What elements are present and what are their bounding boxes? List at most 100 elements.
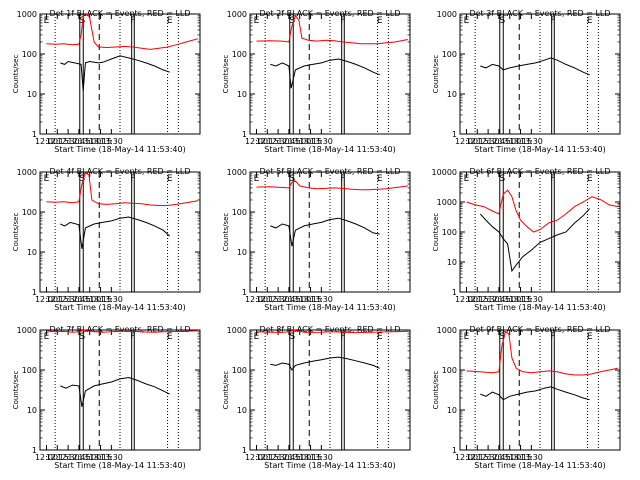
series-line-lld xyxy=(256,329,408,334)
interval-marker-label: E xyxy=(377,174,383,184)
x-tick-label: 12:30 xyxy=(477,453,500,462)
detector-panel: E S F E110100100012:0012:1512:3012:4513:001… xyxy=(222,9,411,154)
y-tick-label: 100 xyxy=(22,366,37,375)
x-tick-label: 12:45 xyxy=(487,295,510,304)
series-line-lld xyxy=(46,329,198,333)
interval-marker-label: F xyxy=(550,174,555,184)
x-tick-label: 12:45 xyxy=(277,137,300,146)
x-tick-label: 12:45 xyxy=(487,453,510,462)
x-tick-label: 13:00 xyxy=(288,453,311,462)
y-tick-label: 10 xyxy=(27,406,37,415)
x-tick-label: 13:15 xyxy=(299,453,322,462)
y-axis-label: Counts/sec xyxy=(222,371,230,410)
y-tick-label: 1000 xyxy=(17,10,37,19)
x-tick-label: 12:15 xyxy=(466,295,489,304)
x-tick-label: 13:15 xyxy=(509,137,532,146)
y-tick-label: 1000 xyxy=(227,326,247,335)
interval-marker-label: S xyxy=(290,16,296,26)
y-tick-label: 1 xyxy=(32,130,37,139)
panel-title: Det 8f BLACK = Events, RED = LLD xyxy=(259,325,400,334)
x-tick-label: 13:30 xyxy=(520,137,543,146)
x-tick-label: 13:00 xyxy=(498,137,521,146)
x-axis-label: Start Time (18-May-14 11:53:40) xyxy=(54,303,185,312)
interval-marker-label: E xyxy=(464,174,470,184)
panel-title: Det 9f BLACK = Events, RED = LLD xyxy=(469,325,610,334)
x-tick-label: 12:15 xyxy=(256,137,279,146)
series-line-events xyxy=(270,356,380,371)
series-line-lld xyxy=(46,172,198,206)
y-tick-label: 10 xyxy=(27,90,37,99)
x-tick-label: 13:00 xyxy=(78,137,101,146)
y-tick-label: 1 xyxy=(242,130,247,139)
x-tick-label: 12:30 xyxy=(57,295,80,304)
interval-marker-label: F xyxy=(340,16,345,26)
x-tick-label: 13:00 xyxy=(498,453,521,462)
x-tick-label: 13:30 xyxy=(310,295,333,304)
y-axis-label: Counts/sec xyxy=(432,213,440,252)
interval-marker-label: F xyxy=(130,16,135,26)
y-axis-label: Counts/sec xyxy=(222,213,230,252)
y-axis-label: Counts/sec xyxy=(432,371,440,410)
y-tick-label: 10000 xyxy=(432,168,457,177)
interval-marker-label: E xyxy=(377,16,383,26)
x-tick-label: 13:30 xyxy=(520,295,543,304)
interval-marker-label: E xyxy=(464,16,470,26)
y-tick-label: 1000 xyxy=(227,168,247,177)
interval-marker-label: E xyxy=(254,16,260,26)
x-tick-label: 12:45 xyxy=(277,295,300,304)
y-tick-label: 100 xyxy=(232,50,247,59)
x-tick-label: 12:45 xyxy=(67,295,90,304)
y-tick-label: 1 xyxy=(32,288,37,297)
x-tick-label: 13:30 xyxy=(100,295,123,304)
detector-panel: E S F E110100100012:0012:1512:3012:4513:001… xyxy=(12,325,201,470)
interval-marker-label: E xyxy=(44,16,50,26)
x-tick-label: 13:00 xyxy=(78,453,101,462)
interval-marker-label: F xyxy=(130,174,135,184)
y-axis-label: Counts/sec xyxy=(432,55,440,94)
panel-title: Det 3f BLACK = Events, RED = LLD xyxy=(469,9,610,18)
y-tick-label: 10 xyxy=(27,248,37,257)
x-tick-label: 12:30 xyxy=(267,137,290,146)
x-tick-label: 12:30 xyxy=(267,295,290,304)
y-tick-label: 100 xyxy=(232,366,247,375)
x-tick-label: 13:00 xyxy=(288,137,311,146)
y-tick-label: 1000 xyxy=(437,326,457,335)
series-line-events xyxy=(60,55,170,91)
x-tick-label: 13:00 xyxy=(498,295,521,304)
y-tick-label: 1 xyxy=(242,288,247,297)
y-tick-label: 1000 xyxy=(17,326,37,335)
series-line-events xyxy=(60,376,170,407)
interval-marker-label: S xyxy=(290,332,296,342)
series-line-events xyxy=(480,386,590,401)
interval-marker-label: S xyxy=(500,16,506,26)
y-tick-label: 1000 xyxy=(437,198,457,207)
detector-panel: E S F E11010010001000012:0012:1512:3012:451… xyxy=(432,167,621,312)
y-tick-label: 1000 xyxy=(17,168,37,177)
y-tick-label: 100 xyxy=(442,50,457,59)
x-tick-label: 12:00 xyxy=(455,295,478,304)
x-tick-label: 12:15 xyxy=(466,137,489,146)
interval-marker-label: E xyxy=(44,174,50,184)
series-line-lld xyxy=(46,13,198,50)
x-tick-label: 13:00 xyxy=(288,295,311,304)
x-tick-label: 12:30 xyxy=(57,453,80,462)
x-tick-label: 13:15 xyxy=(89,137,112,146)
y-tick-label: 1000 xyxy=(437,10,457,19)
interval-marker-label: S xyxy=(500,332,506,342)
x-tick-label: 12:45 xyxy=(277,453,300,462)
x-tick-label: 12:00 xyxy=(35,453,58,462)
series-line-lld xyxy=(256,180,408,191)
y-tick-label: 100 xyxy=(22,50,37,59)
interval-marker-label: E xyxy=(587,174,593,184)
y-tick-label: 1 xyxy=(452,288,457,297)
y-tick-label: 1 xyxy=(242,446,247,455)
x-tick-label: 12:15 xyxy=(256,295,279,304)
x-tick-label: 13:00 xyxy=(78,295,101,304)
x-axis-label: Start Time (18-May-14 11:53:40) xyxy=(264,145,395,154)
panel-title: Det 6f BLACK = Events, RED = LLD xyxy=(469,167,610,176)
x-axis-label: Start Time (18-May-14 11:53:40) xyxy=(54,461,185,470)
interval-marker-label: S xyxy=(500,174,506,184)
y-tick-label: 1 xyxy=(452,130,457,139)
detector-panel: E S F E110100100012:0012:1512:3012:4513:001… xyxy=(12,9,201,154)
x-tick-label: 12:15 xyxy=(466,453,489,462)
